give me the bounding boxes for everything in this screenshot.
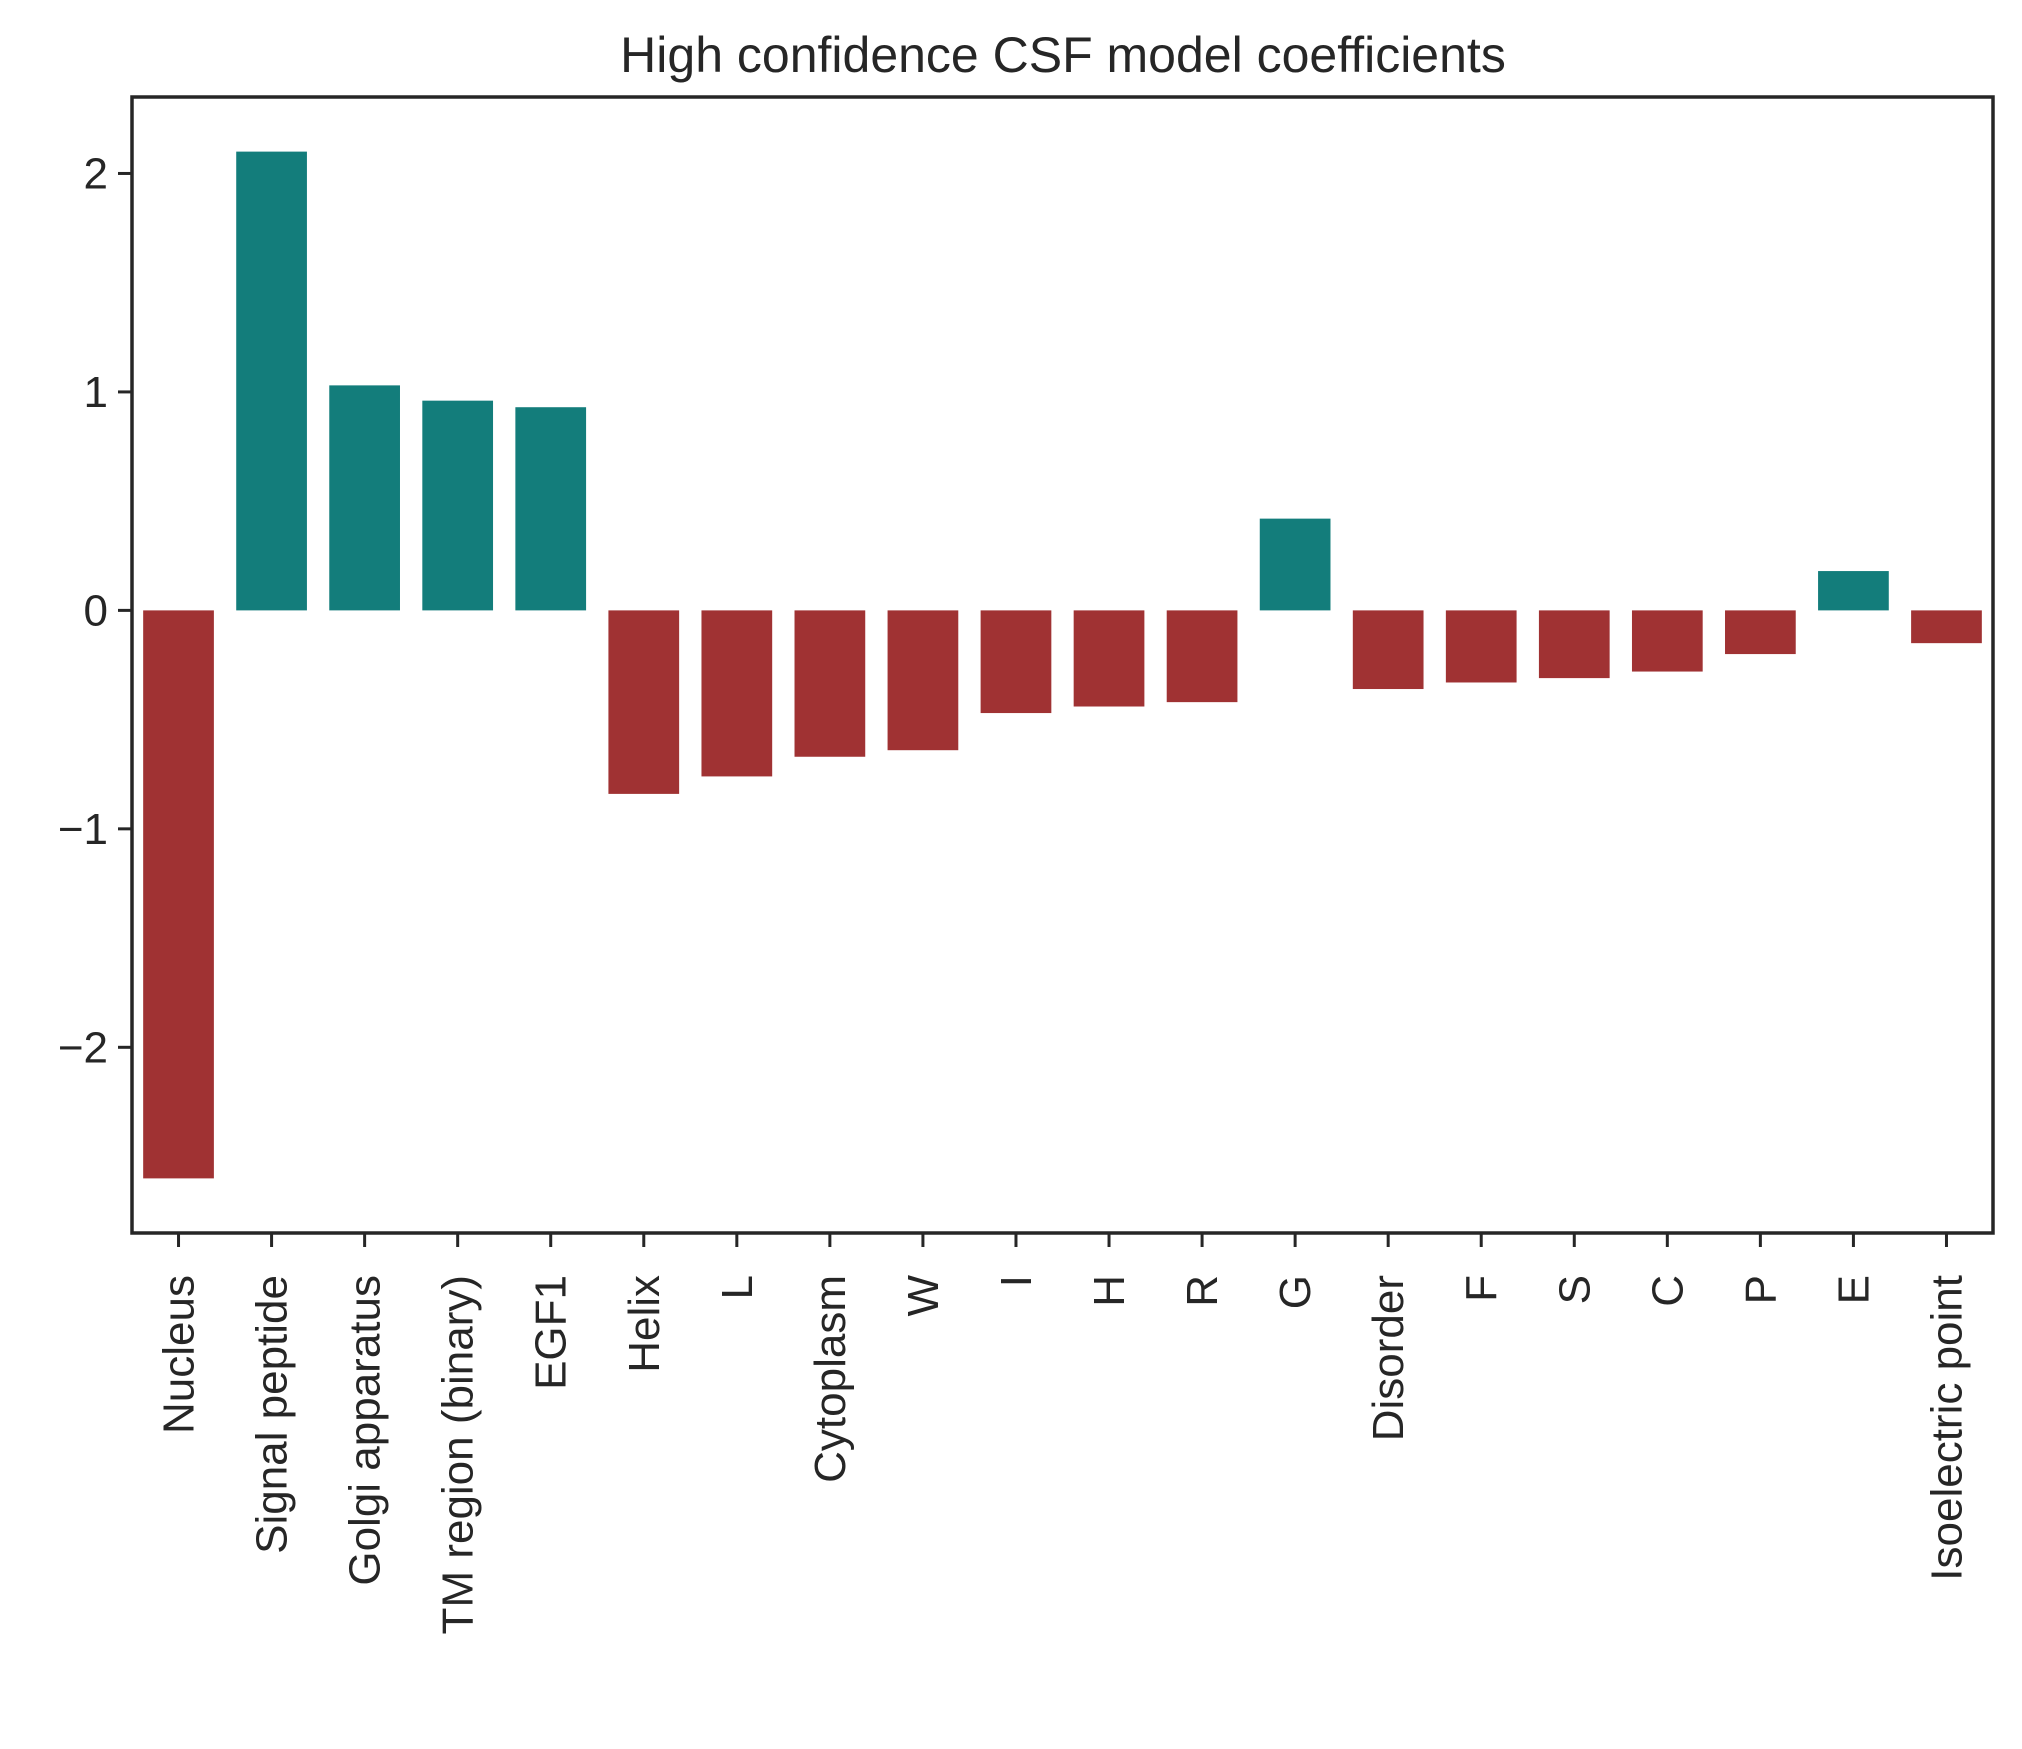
- x-tick-label: Nucleus: [155, 1275, 204, 1434]
- plot-frame: [130, 95, 1995, 1235]
- x-tick-label: F: [1457, 1275, 1506, 1302]
- x-tick-label: I: [992, 1275, 1041, 1287]
- bar-1: [236, 151, 307, 611]
- bar-2: [329, 385, 400, 611]
- x-tick-label: Helix: [620, 1275, 669, 1373]
- x-tick-label: TM region (binary): [434, 1275, 483, 1634]
- x-tick-label: Cytoplasm: [806, 1275, 855, 1483]
- x-tick-label: R: [1178, 1275, 1227, 1307]
- y-tick-label: −1: [58, 805, 108, 854]
- bar-13: [1352, 610, 1424, 690]
- x-tick-label: H: [1085, 1275, 1134, 1307]
- bar-4: [515, 407, 587, 611]
- bar-3: [422, 400, 494, 611]
- x-tick-label: Isoelectric point: [1922, 1275, 1971, 1581]
- x-axis: Nucleus Signal peptide Golgi apparatus TM r…: [155, 1233, 1971, 1634]
- x-tick-label: Disorder: [1364, 1275, 1413, 1441]
- y-axis: −2 −1 0 1 2: [58, 149, 132, 1072]
- x-tick-label: G: [1271, 1275, 1320, 1309]
- y-tick-label: 0: [84, 586, 108, 635]
- bar-11: [1166, 610, 1238, 703]
- x-tick-label: L: [713, 1275, 762, 1299]
- bar-0: [143, 610, 214, 1179]
- y-tick-label: −2: [58, 1023, 108, 1072]
- x-tick-label: S: [1550, 1275, 1599, 1304]
- bar-15: [1538, 610, 1610, 679]
- chart-title: High confidence CSF model coefficients: [620, 27, 1506, 83]
- bar-14: [1445, 610, 1517, 683]
- bar-19: [1911, 610, 1982, 644]
- bar-6: [701, 610, 773, 777]
- x-tick-label: Signal peptide: [248, 1275, 297, 1554]
- y-tick-label: 1: [84, 368, 108, 417]
- bar-8: [887, 610, 959, 751]
- bar-5: [608, 610, 680, 794]
- x-tick-label: C: [1643, 1275, 1692, 1307]
- x-tick-label: P: [1736, 1275, 1785, 1304]
- x-tick-label: E: [1829, 1275, 1878, 1304]
- bar-10: [1073, 610, 1145, 707]
- y-tick-label: 2: [84, 149, 108, 198]
- x-tick-label: Golgi apparatus: [341, 1275, 390, 1586]
- bar-9: [980, 610, 1052, 714]
- x-tick-label: EGF1: [527, 1275, 576, 1390]
- bar-16: [1631, 610, 1703, 672]
- bar-12: [1259, 518, 1331, 611]
- bars-group: [143, 151, 1982, 1179]
- bar-18: [1818, 571, 1889, 611]
- bar-17: [1725, 610, 1796, 655]
- x-tick-label: W: [899, 1275, 948, 1317]
- bar-7: [794, 610, 866, 757]
